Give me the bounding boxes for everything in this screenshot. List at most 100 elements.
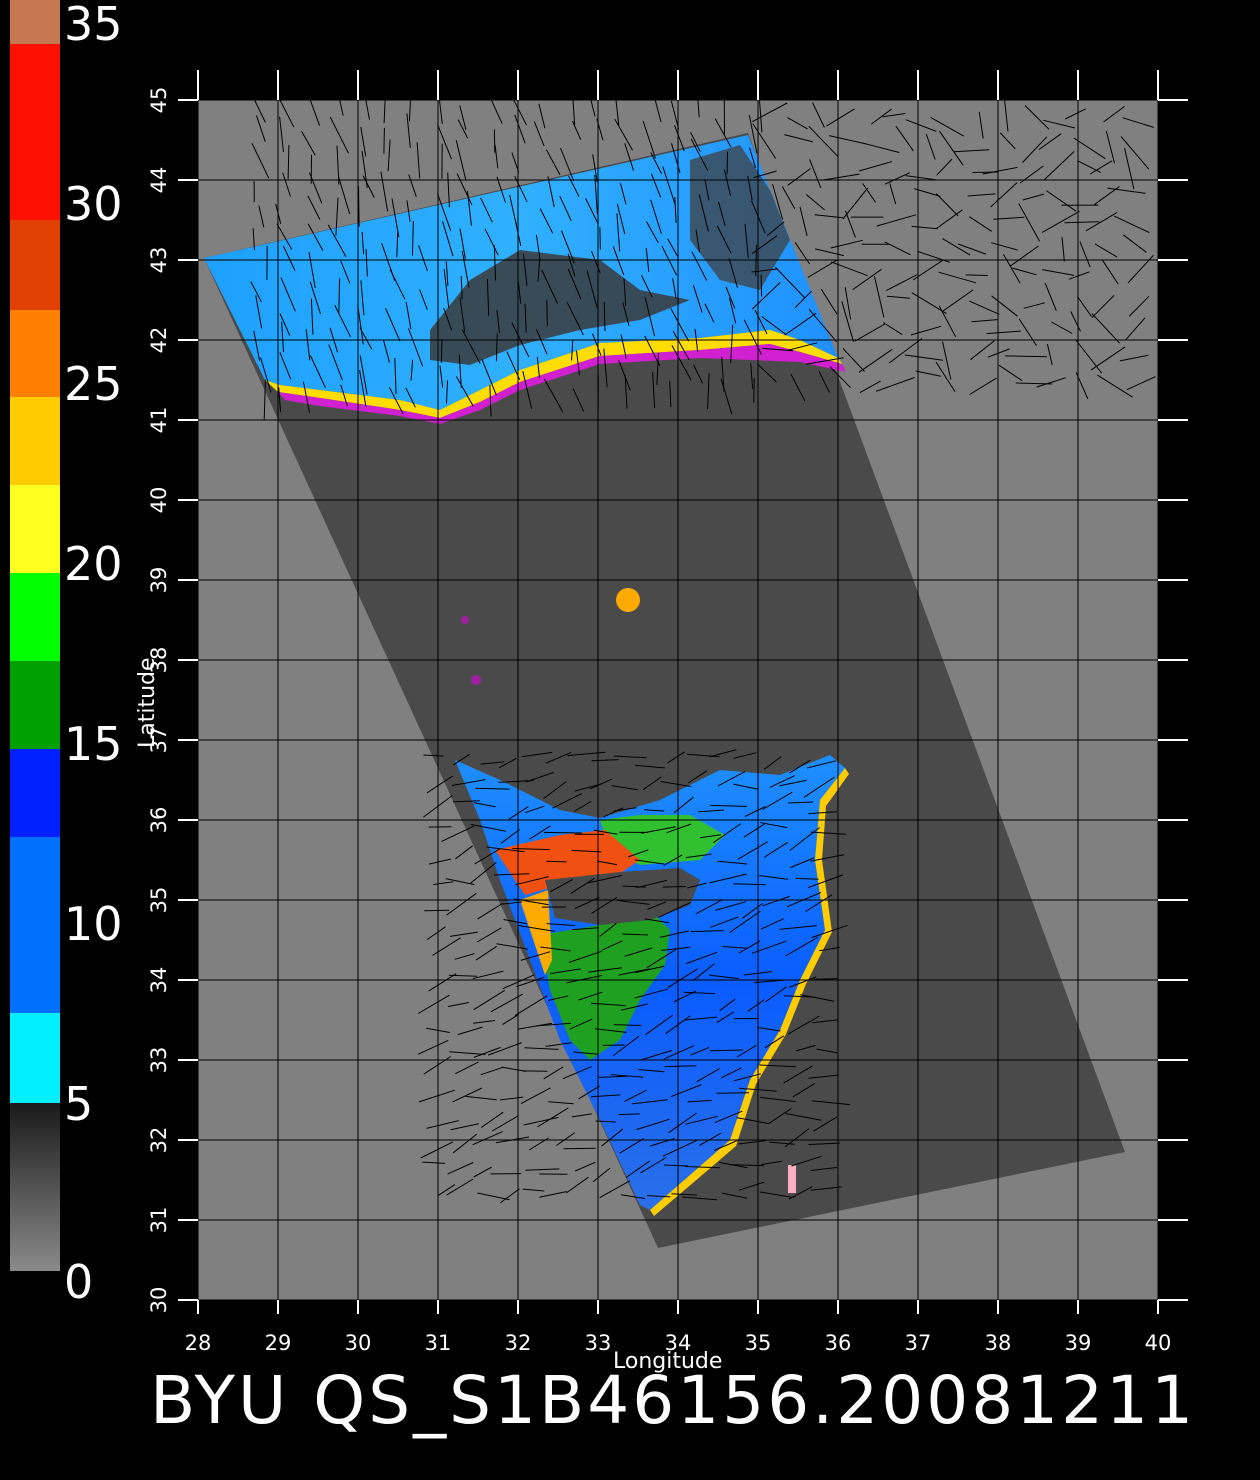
wind-vector — [875, 377, 915, 392]
wind-vector — [591, 759, 619, 762]
wind-vector — [692, 963, 715, 982]
wind-vector — [987, 348, 1010, 358]
wind-vector — [660, 781, 692, 787]
wind-vector — [965, 274, 988, 276]
wind-vector — [524, 1047, 559, 1050]
wind-vector — [334, 304, 351, 338]
wind-vector — [749, 147, 756, 168]
wind-vector — [616, 203, 626, 235]
wind-vector — [408, 328, 424, 367]
wind-vector — [663, 1045, 695, 1060]
wind-vector — [545, 751, 572, 764]
wind-vector — [687, 882, 707, 889]
wind-vector — [309, 355, 326, 389]
wind-vector — [768, 1108, 792, 1125]
wind-vector — [1043, 119, 1076, 129]
wind-vector — [493, 873, 530, 876]
wind-vector — [612, 246, 625, 276]
wind-vector — [417, 994, 450, 1014]
wind-vector — [808, 874, 844, 888]
wind-vector — [388, 387, 404, 415]
wind-vector — [452, 800, 480, 803]
wind-vector — [762, 791, 793, 810]
wind-vector — [338, 278, 341, 314]
wind-vector — [695, 899, 723, 915]
wind-vector — [1046, 190, 1077, 212]
wind-vector — [809, 159, 822, 189]
wind-vector — [426, 775, 453, 794]
wind-vector — [717, 770, 746, 787]
wind-vector — [810, 831, 847, 835]
wind-vector — [460, 275, 463, 300]
wind-vector — [911, 225, 938, 230]
wind-vector — [785, 936, 819, 957]
wind-vector — [258, 205, 265, 228]
wind-vector — [764, 1035, 785, 1049]
wind-vector — [496, 310, 500, 334]
wind-vector — [652, 371, 656, 409]
wind-vector — [830, 261, 868, 277]
wind-vector — [690, 131, 701, 152]
latitude-tick-label: 35 — [147, 887, 171, 914]
wind-vector — [895, 125, 914, 152]
wind-vector — [852, 268, 882, 291]
wind-vector — [820, 288, 838, 315]
wind-vector — [652, 92, 662, 123]
wind-vector — [936, 209, 963, 230]
wind-vector — [545, 1042, 572, 1047]
wind-vector — [571, 849, 602, 853]
wind-vector — [487, 1042, 522, 1056]
wind-vector — [1103, 106, 1125, 123]
colorbar-label-5: 5 — [64, 1077, 93, 1131]
wind-vector — [713, 823, 742, 844]
wind-vector — [685, 853, 712, 859]
wind-vector — [574, 783, 602, 792]
wind-vector — [438, 1184, 456, 1196]
wind-vector — [465, 1095, 497, 1101]
isolated-wind-patch-3 — [461, 616, 469, 624]
wind-vector — [329, 116, 349, 154]
wind-vector — [641, 826, 676, 834]
wind-vector — [716, 1011, 735, 1024]
wind-vector — [474, 848, 500, 865]
wind-vector — [716, 225, 732, 254]
wind-vector — [792, 1083, 815, 1098]
wind-vector — [361, 232, 365, 255]
wind-vector — [697, 94, 700, 118]
wind-vector — [459, 297, 466, 333]
wind-vector — [814, 978, 839, 980]
wind-vector — [806, 760, 837, 769]
latitude-tick-label: 37 — [147, 727, 171, 754]
wind-vector — [591, 250, 601, 274]
wind-vector — [636, 1118, 670, 1131]
wind-vector — [523, 1116, 559, 1126]
wind-vector — [859, 380, 881, 394]
colorbar-label-30: 30 — [64, 177, 123, 231]
wind-vector — [811, 1100, 850, 1106]
wind-vector — [385, 308, 401, 342]
wind-vector — [337, 90, 344, 116]
wind-vector — [287, 144, 290, 180]
latitude-tick-label: 43 — [147, 247, 171, 274]
wind-vectors — [250, 82, 1156, 1204]
wind-vector — [811, 924, 848, 938]
wind-vector — [383, 127, 385, 154]
wind-vector — [438, 97, 443, 124]
longitude-tick-label: 39 — [1065, 1331, 1092, 1355]
wind-vector — [480, 197, 493, 223]
wind-vector — [829, 366, 851, 389]
wind-vector — [760, 918, 784, 930]
wind-vector — [588, 875, 623, 884]
wind-vector — [779, 925, 817, 930]
wind-vector — [763, 756, 782, 770]
wind-vector — [503, 919, 527, 925]
wind-vector — [543, 831, 582, 834]
wind-vector — [720, 378, 733, 415]
wind-vector — [1094, 243, 1118, 258]
wind-vector — [1119, 354, 1149, 362]
colorbar-label-0: 0 — [64, 1255, 93, 1309]
wind-vector — [690, 930, 724, 933]
wind-vector — [278, 387, 282, 413]
wind-vector — [1076, 296, 1093, 317]
wind-vector — [520, 1087, 551, 1105]
